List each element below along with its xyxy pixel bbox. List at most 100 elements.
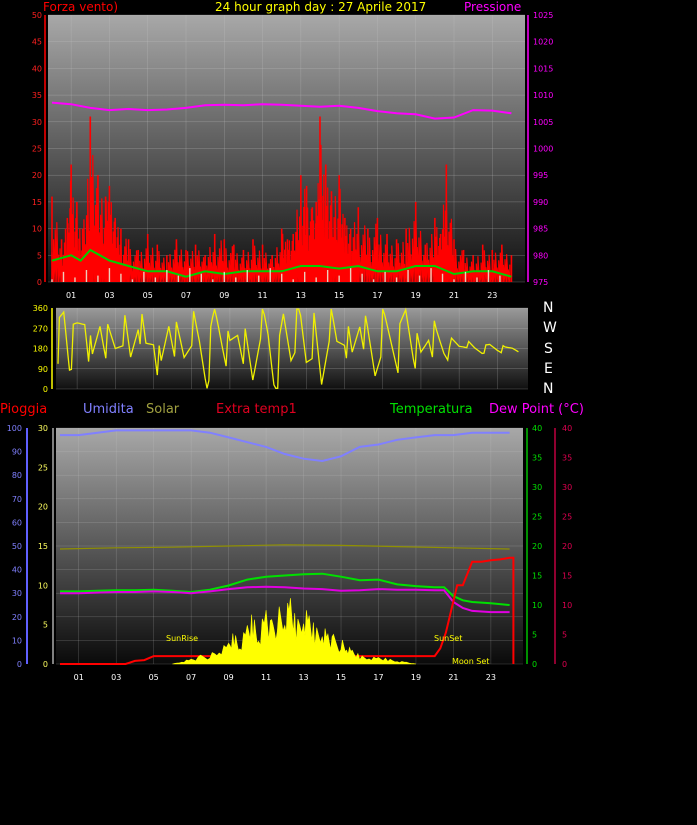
umidita-line: [60, 429, 510, 463]
x-tick-label: 09: [219, 291, 229, 300]
x-tick-label: 23: [487, 291, 497, 300]
y-tick-label-umidita: 0: [17, 660, 22, 669]
wind-average-line: [51, 248, 512, 278]
legend-temperatura: Temperatura: [389, 402, 473, 417]
y-tick-label: 90: [38, 365, 48, 374]
y-tick-label: 180: [33, 345, 48, 354]
y-tick-label-pioggia: 10: [38, 581, 48, 590]
y-tick-label-temperatura: 5: [532, 631, 537, 640]
y-tick-label-right: 975: [533, 278, 548, 287]
y-tick-label: 270: [33, 324, 48, 333]
x-tick-label: 15: [336, 673, 346, 682]
x-tick-label: 17: [373, 673, 383, 682]
y-tick-label-dewpoint: 0: [562, 660, 567, 669]
y-tick-label-temperatura: 10: [532, 601, 542, 610]
compass-s: S: [544, 341, 553, 357]
x-tick-label: 21: [448, 673, 458, 682]
x-tick-label: 13: [296, 291, 306, 300]
y-tick-label-dewpoint: 40: [562, 424, 572, 433]
x-tick-label: 11: [261, 673, 271, 682]
x-tick-label: 17: [372, 291, 382, 300]
temperature-humidity-grid: [56, 427, 523, 665]
wind-pressure-series: [51, 101, 513, 283]
solar-line: [59, 544, 510, 550]
wind-pressure-axes: 0510152025303540455097598098599099510001…: [32, 11, 554, 300]
y-tick-label-umidita: 90: [12, 448, 22, 457]
wind-pressure-panel: 0510152025303540455097598098599099510001…: [32, 11, 554, 300]
legend-pioggia: Pioggia: [0, 402, 47, 417]
y-tick-label-dewpoint: 10: [562, 601, 572, 610]
y-tick-label-right: 1005: [533, 118, 553, 127]
y-tick-label-temperatura: 40: [532, 424, 542, 433]
x-tick-label: 19: [411, 291, 421, 300]
y-tick-label-right: 995: [533, 171, 548, 180]
y-tick-label-right: 985: [533, 225, 548, 234]
y-tick-label-temperatura: 25: [532, 513, 542, 522]
pressure-label: Pressione: [464, 0, 521, 14]
y-tick-label-right: 1020: [533, 38, 553, 47]
temperatura-line: [60, 572, 510, 606]
compass-w: W: [543, 320, 557, 336]
x-tick-label: 03: [111, 673, 121, 682]
y-tick-label-left: 30: [32, 118, 42, 127]
y-tick-label-umidita: 40: [12, 566, 22, 575]
y-tick-label-umidita: 20: [12, 613, 22, 622]
y-tick-label-right: 1015: [533, 64, 553, 73]
y-tick-label-pioggia: 25: [38, 463, 48, 472]
pressure-line: [51, 101, 512, 120]
y-tick-label: 0: [43, 385, 48, 394]
temperature-humidity-panel: 0102030405060708090100051015202530051015…: [7, 424, 572, 682]
temperature-humidity-series: [59, 429, 515, 665]
y-tick-label-right: 1025: [533, 11, 553, 20]
x-tick-label: 19: [411, 673, 421, 682]
y-tick-label-umidita: 30: [12, 589, 22, 598]
solar-radiation-area: [172, 598, 417, 665]
x-tick-label: 07: [186, 673, 196, 682]
y-tick-label-umidita: 50: [12, 542, 22, 551]
x-tick-label: 09: [224, 673, 234, 682]
compass-n-bottom: N: [543, 381, 553, 397]
x-tick-label: 21: [449, 291, 459, 300]
y-tick-label-pioggia: 30: [38, 424, 48, 433]
wind-direction-series: [57, 307, 519, 389]
x-tick-label: 05: [143, 291, 153, 300]
x-tick-label: 07: [181, 291, 191, 300]
y-tick-label-temperatura: 15: [532, 572, 542, 581]
y-tick-label-dewpoint: 15: [562, 572, 572, 581]
x-tick-label: 23: [486, 673, 496, 682]
chart-title: 24 hour graph day : 27 Aprile 2017: [215, 0, 426, 14]
legend: Pioggia Umidita Solar Extra temp1 Temper…: [0, 402, 584, 417]
y-tick-label-right: 1000: [533, 145, 553, 154]
wind-direction-line: [57, 307, 519, 389]
moonset-label: Moon Set: [452, 657, 489, 666]
y-tick-label-left: 5: [37, 251, 42, 260]
y-tick-label-pioggia: 0: [43, 660, 48, 669]
legend-solar: Solar: [146, 402, 180, 417]
x-tick-label: 01: [66, 291, 76, 300]
y-tick-label-right: 1010: [533, 91, 553, 100]
legend-extra-temp: Extra temp1: [216, 402, 297, 417]
y-tick-label-left: 25: [32, 145, 42, 154]
sunrise-label: SunRise: [166, 634, 198, 643]
wind-direction-axes: 0 90 180 270 360: [33, 304, 53, 394]
y-tick-label-right: 990: [533, 198, 548, 207]
compass-n-top: N: [543, 300, 553, 316]
compass-labels: N W S E N: [543, 300, 557, 397]
extra-temp1-line: [60, 556, 515, 665]
y-tick-label-left: 20: [32, 171, 42, 180]
x-tick-label: 05: [149, 673, 159, 682]
y-tick-label: 360: [33, 304, 48, 313]
y-tick-label-dewpoint: 5: [562, 631, 567, 640]
y-tick-label-left: 45: [32, 38, 42, 47]
y-tick-label-umidita: 10: [12, 636, 22, 645]
y-tick-label-pioggia: 15: [38, 542, 48, 551]
y-tick-label-pioggia: 5: [43, 621, 48, 630]
y-tick-label-dewpoint: 25: [562, 513, 572, 522]
legend-umidita: Umidita: [83, 402, 134, 417]
y-tick-label-dewpoint: 30: [562, 483, 572, 492]
y-tick-label-left: 10: [32, 225, 42, 234]
y-tick-label-left: 40: [32, 64, 42, 73]
y-tick-label-pioggia: 20: [38, 503, 48, 512]
y-tick-label-temperatura: 35: [532, 454, 542, 463]
x-tick-label: 03: [104, 291, 114, 300]
